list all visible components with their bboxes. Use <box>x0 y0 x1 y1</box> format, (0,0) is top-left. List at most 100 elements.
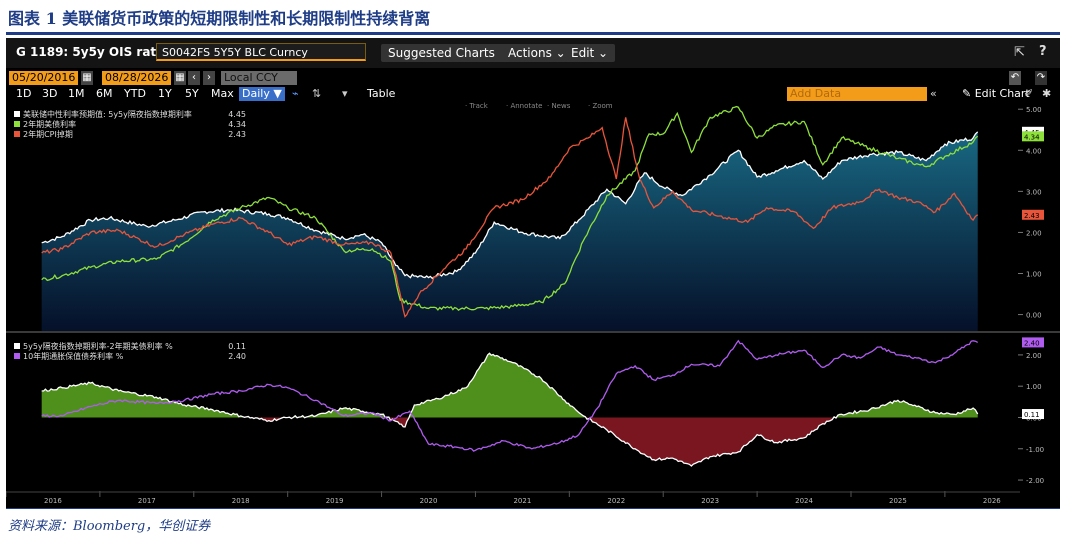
back-arrow-icon[interactable]: ‹ <box>188 71 200 85</box>
x-tick-label: 2020 <box>420 497 438 505</box>
tool-news: · News <box>547 102 571 110</box>
upper-last-value-text-2: 2.43 <box>1024 212 1040 220</box>
upper-ytick-label: 4.00 <box>1026 147 1042 155</box>
upper-legend-name-2: 2年期CPI掉期 <box>23 129 73 139</box>
range-max[interactable]: Max <box>211 87 234 100</box>
source-rule <box>6 508 1060 509</box>
bar-type-icon[interactable]: ⇅ <box>312 87 322 100</box>
forward-arrow-icon[interactable]: › <box>203 71 215 85</box>
upper-legend-value-0: 4.45 <box>228 110 246 119</box>
currency-select[interactable]: Local CCY <box>221 71 297 85</box>
x-tick-label: 2018 <box>232 497 250 505</box>
date-bar: 05/20/2016 ▦ 08/28/2026 ▦ ‹ › Local CCY … <box>6 69 1060 86</box>
range-6m[interactable]: 6M <box>96 87 113 100</box>
lower-legend-name-1: 10年期通胀保值债券利率 % <box>23 351 124 361</box>
source-note: 资料来源：Bloomberg，华创证券 <box>8 519 211 534</box>
more-icon[interactable]: ▾ <box>342 87 348 100</box>
export-icon[interactable]: ⇱ <box>1014 45 1025 60</box>
upper-series-line-1 <box>41 105 979 312</box>
frequency-select[interactable]: Daily ▼ <box>239 87 285 101</box>
figure-title: 图表 1 美联储货币政策的短期限制性和长期限制性持续背离 <box>8 9 431 28</box>
upper-ytick-label: 5.00 <box>1026 106 1042 114</box>
positive-spread-fill <box>41 353 978 418</box>
x-tick-label: 2022 <box>607 497 625 505</box>
tool-zoom: · Zoom <box>588 102 613 110</box>
upper-series-line-2 <box>41 117 979 318</box>
lower-series-line-1 <box>41 339 979 452</box>
security-field[interactable]: S0042FS 5Y5Y BLC Curncy <box>156 43 366 61</box>
collapse-icon[interactable]: « <box>930 87 937 100</box>
upper-legend-swatch-0 <box>14 111 20 117</box>
lower-legend-swatch-0 <box>14 343 20 349</box>
x-tick-label: 2017 <box>138 497 156 505</box>
upper-legend-name-1: 2年期美债利率 <box>23 119 76 129</box>
suggested-charts-menu[interactable]: Suggested Charts ⌄ <box>381 44 516 62</box>
table-button[interactable]: Table <box>367 87 396 100</box>
line-chart-icon[interactable]: ⌁ <box>292 87 299 100</box>
range-1y[interactable]: 1Y <box>158 87 172 100</box>
upper-last-value-tag-1 <box>1022 131 1044 142</box>
range-1m[interactable]: 1M <box>68 87 85 100</box>
lower-ytick-label: 2.00 <box>1026 352 1042 360</box>
lower-legend-box <box>10 341 250 365</box>
chart-canvas: · Track · Annotate · News · Zoom 5.00 4.00 3.0… <box>6 102 1060 505</box>
lower-ytick-label: 1.00 <box>1026 383 1042 391</box>
security-id: G 1189: 5y5y OIS rate <box>16 45 165 59</box>
redo-icon[interactable]: ↷ <box>1035 71 1047 85</box>
range-5y[interactable]: 5Y <box>185 87 199 100</box>
range-1d[interactable]: 1D <box>16 87 32 100</box>
undo-icon[interactable]: ↶ <box>1009 71 1021 85</box>
lower-ytick-label: -2.00 <box>1026 477 1044 485</box>
x-tick-label: 2019 <box>326 497 344 505</box>
upper-ytick-label: 0.00 <box>1026 312 1042 320</box>
lower-series-line-0 <box>41 352 979 467</box>
x-tick-label: 2023 <box>701 497 719 505</box>
bloomberg-terminal: G 1189: 5y5y OIS rate S0042FS 5Y5Y BLC C… <box>6 38 1060 508</box>
upper-series-line-0 <box>41 131 979 280</box>
upper-legend-value-1: 4.34 <box>228 120 246 129</box>
lower-legend-swatch-1 <box>14 353 20 359</box>
upper-area-fill <box>41 131 978 331</box>
settings-icon[interactable]: ✱ <box>1042 87 1052 100</box>
upper-last-value-tag-2 <box>1022 209 1044 220</box>
x-tick-label: 2026 <box>983 497 1001 505</box>
lower-legend-value-1: 2.40 <box>228 352 246 361</box>
upper-legend-name-0: 美联储中性利率预期值: 5y5y隔夜指数掉期利率 <box>23 109 192 119</box>
start-calendar-icon[interactable]: ▦ <box>81 71 93 85</box>
lower-legend-value-0: 0.11 <box>228 342 246 351</box>
start-date-input[interactable]: 05/20/2016 <box>9 71 79 85</box>
end-calendar-icon[interactable]: ▦ <box>174 71 186 85</box>
lower-last-value-tag-0 <box>1022 409 1044 420</box>
edit-chart-label: Edit Chart <box>974 87 1030 100</box>
x-tick-label: 2024 <box>795 497 813 505</box>
range-bar: 1D 3D 1M 6M YTD 1Y 5Y Max Daily ▼ ⌁ ⇅ ▾ … <box>6 86 1060 101</box>
title-rule <box>6 32 1060 35</box>
actions-menu[interactable]: Actions ⌄ <box>501 44 573 62</box>
upper-legend-box <box>10 109 250 143</box>
upper-ytick-label: 3.00 <box>1026 188 1042 196</box>
end-date-input[interactable]: 08/28/2026 <box>102 71 172 85</box>
upper-last-value-text-1: 4.34 <box>1024 133 1040 141</box>
tool-annotate: · Annotate <box>506 102 542 110</box>
edit-chart-button[interactable]: ✎ Edit Chart <box>962 87 1030 100</box>
upper-legend-swatch-1 <box>14 121 20 127</box>
x-tick-label: 2021 <box>513 497 531 505</box>
add-data-input[interactable]: Add Data <box>787 87 927 101</box>
x-tick-label: 2016 <box>44 497 62 505</box>
pencil-icon[interactable]: ✐ <box>1024 87 1034 100</box>
lower-last-value-tag-1 <box>1022 337 1044 348</box>
upper-legend-swatch-2 <box>14 131 20 137</box>
toolbar: G 1189: 5y5y OIS rate S0042FS 5Y5Y BLC C… <box>6 38 1060 68</box>
x-tick-label: 2025 <box>889 497 907 505</box>
range-ytd[interactable]: YTD <box>124 87 146 100</box>
edit-menu[interactable]: Edit ⌄ <box>564 44 616 62</box>
lower-legend-name-0: 5y5y隔夜指数掉期利率-2年期美债利率 % <box>23 341 173 351</box>
upper-ytick-label: 1.00 <box>1026 271 1042 279</box>
tool-track: · Track <box>465 102 489 110</box>
negative-spread-fill <box>41 417 978 466</box>
lower-last-value-text-0: 0.11 <box>1024 411 1040 419</box>
lower-ytick-label: -1.00 <box>1026 446 1044 454</box>
range-3d[interactable]: 3D <box>42 87 58 100</box>
upper-ytick-label: 2.00 <box>1026 229 1042 237</box>
help-icon[interactable]: ? <box>1039 44 1047 59</box>
